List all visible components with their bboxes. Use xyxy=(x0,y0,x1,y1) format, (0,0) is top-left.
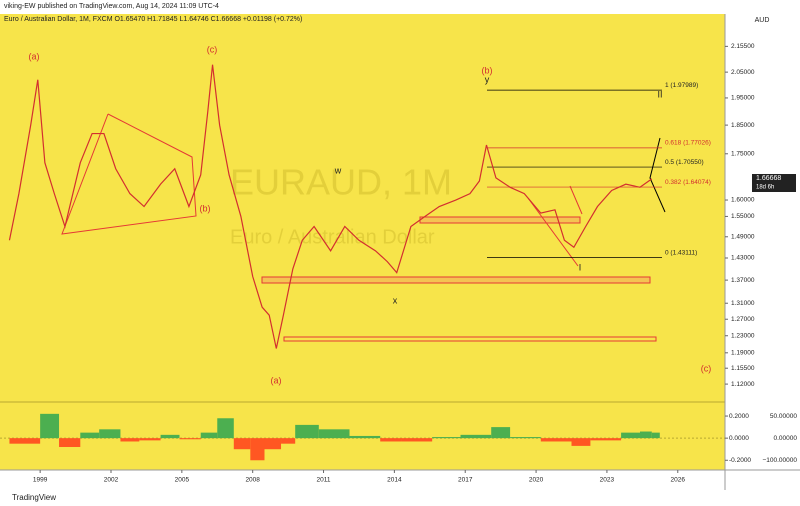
oscillator-bar xyxy=(460,434,492,439)
y-tick-label: 1.27000 xyxy=(731,316,755,323)
x-tick-label: 2026 xyxy=(671,477,686,484)
oscillator-bar xyxy=(217,418,234,439)
zone xyxy=(283,336,657,342)
y2-tick-label: 0.00000 xyxy=(774,435,798,442)
wave-label: II xyxy=(657,89,662,99)
y-tick-label: 1.19000 xyxy=(731,350,755,357)
x-tick-label: 2005 xyxy=(175,477,190,484)
wave-line xyxy=(527,197,579,267)
oscillator-bar xyxy=(281,438,296,444)
oscillator-bar xyxy=(540,438,572,442)
oscillator-bar xyxy=(432,437,461,439)
zone xyxy=(419,216,581,224)
oscillator-bar xyxy=(80,432,100,439)
oscillator-bar xyxy=(349,435,381,439)
last-price-badge xyxy=(752,174,796,192)
fib-label: 1 (1.97989) xyxy=(665,82,698,89)
zone xyxy=(261,276,651,284)
oscillator-bar xyxy=(318,429,350,439)
y-tick-label: 1.43000 xyxy=(731,255,755,262)
oscillator-bar xyxy=(40,413,60,439)
oscillator-bar xyxy=(250,438,265,461)
oscillator-bar xyxy=(621,432,640,439)
oscillator-bar xyxy=(59,438,81,447)
wave-label: (c) xyxy=(207,44,218,54)
y-tick-label: 0.2000 xyxy=(729,413,749,420)
triangle xyxy=(61,113,197,235)
header-line2: Euro / Australian Dollar, 1M, FXCM O1.65… xyxy=(4,16,302,23)
x-tick-label: 2017 xyxy=(458,477,473,484)
wave-label: w xyxy=(334,165,342,175)
y-tick-label: 1.37000 xyxy=(731,277,755,284)
oscillator-bar xyxy=(233,438,251,450)
oscillator-bar xyxy=(571,438,591,446)
y-tick-label: 1.31000 xyxy=(731,300,755,307)
y-tick-label: -0.2000 xyxy=(729,457,751,464)
x-tick-label: 2008 xyxy=(245,477,260,484)
currency: AUD xyxy=(755,17,770,24)
y-tick-label: 1.60000 xyxy=(731,197,755,204)
fib-label: 0.5 (1.70550) xyxy=(665,159,704,166)
last-price: 1.66668 xyxy=(756,175,781,182)
wave-label: (b) xyxy=(200,203,211,213)
oscillator-bar xyxy=(179,438,201,440)
x-tick-label: 2023 xyxy=(600,477,615,484)
wave-label: (b) xyxy=(482,65,493,75)
oscillator-bar xyxy=(139,438,161,441)
y-tick-label: 1.12000 xyxy=(731,381,755,388)
oscillator-bar xyxy=(639,431,652,439)
oscillator-bar xyxy=(264,438,282,450)
oscillator-bar xyxy=(590,438,622,441)
oscillator-bar xyxy=(401,438,433,442)
oscillator-bar xyxy=(99,429,121,439)
oscillator-bar xyxy=(295,424,319,439)
y2-tick-label: −100.00000 xyxy=(762,457,797,464)
x-tick-label: 2002 xyxy=(104,477,119,484)
y-tick-label: 1.55000 xyxy=(731,213,755,220)
wave-label: (a) xyxy=(29,51,40,61)
oscillator-bar xyxy=(160,434,180,439)
x-tick-label: 2020 xyxy=(529,477,544,484)
fib-label: 0 (1.43111) xyxy=(665,249,697,256)
wave-label: (c) xyxy=(701,363,712,373)
fib-label: 0.618 (1.77026) xyxy=(665,140,711,147)
header-line1: viking-EW published on TradingView.com, … xyxy=(4,3,219,10)
y-tick-label: 1.75000 xyxy=(731,151,755,158)
y-tick-label: 1.49000 xyxy=(731,234,755,241)
oscillator-bar xyxy=(380,438,402,442)
y-tick-label: 2.15500 xyxy=(731,43,755,50)
oscillator-bar xyxy=(510,437,541,439)
wave-label: I xyxy=(579,262,582,272)
x-tick-label: 1999 xyxy=(33,477,48,484)
oscillator-bar xyxy=(651,432,660,439)
oscillator-bar xyxy=(491,427,511,439)
y2-tick-label: 50.00000 xyxy=(770,413,797,420)
watermark-name: Euro / Australian Dollar xyxy=(230,226,435,248)
watermark-symbol: EURAUD, 1M xyxy=(230,162,452,203)
x-tick-label: 2011 xyxy=(317,477,331,484)
fib-label: 0.382 (1.64074) xyxy=(665,179,711,186)
countdown: 18d 6h xyxy=(756,185,774,191)
x-tick-label: 2014 xyxy=(387,477,402,484)
wave-line xyxy=(569,185,583,215)
oscillator-bar xyxy=(9,438,41,444)
y-tick-label: 1.95000 xyxy=(731,95,755,102)
wave-label: y xyxy=(485,74,490,84)
wave-label: (a) xyxy=(271,375,282,385)
y-tick-label: 2.05000 xyxy=(731,69,755,76)
price-line xyxy=(8,64,653,349)
projection-arrow xyxy=(649,137,666,213)
footer: TradingView xyxy=(12,493,56,502)
y-tick-label: 0.0000 xyxy=(729,435,749,442)
footer-bg xyxy=(0,490,800,506)
y-tick-label: 1.85000 xyxy=(731,122,755,129)
oscillator-bar xyxy=(120,438,140,442)
wave-label: x xyxy=(393,295,398,305)
oscillator-bar xyxy=(200,432,218,439)
y-tick-label: 1.23000 xyxy=(731,332,755,339)
y-tick-label: 1.15500 xyxy=(731,365,755,372)
